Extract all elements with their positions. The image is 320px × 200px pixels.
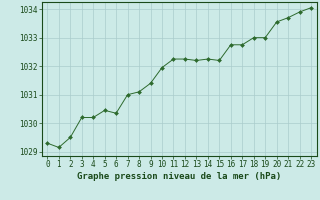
X-axis label: Graphe pression niveau de la mer (hPa): Graphe pression niveau de la mer (hPa) — [77, 172, 281, 181]
